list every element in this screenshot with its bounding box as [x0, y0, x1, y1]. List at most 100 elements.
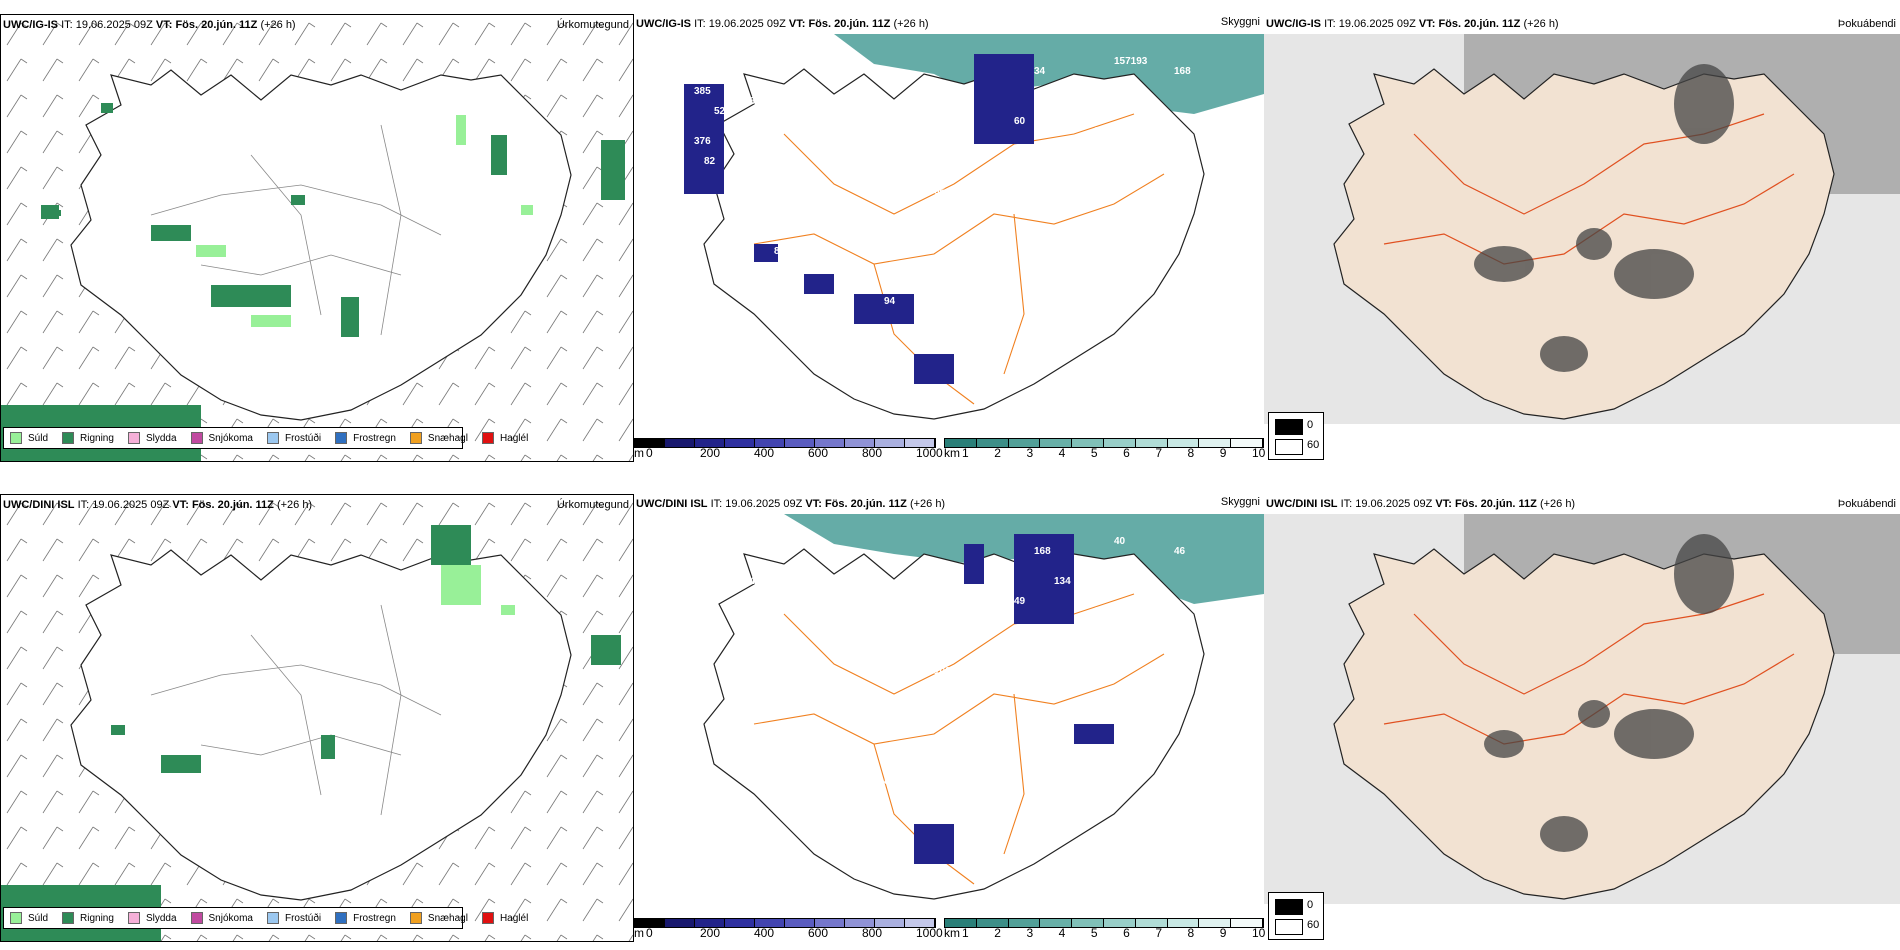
iceland-outline [703, 548, 1205, 900]
visibility-value-label: 168 [1034, 546, 1051, 557]
cloud-type-label-bottom: Þokuábendi [1837, 498, 1896, 510]
colorbar-segment [635, 919, 665, 927]
drizzle-areas [196, 115, 533, 327]
legend-item: Snæhagl [409, 432, 468, 444]
visibility-value-label: 160 [704, 636, 721, 647]
colorbar-tick: 10 [1252, 446, 1266, 460]
legend-item: Frostúði [266, 912, 322, 924]
precip-header-top: UWC/IG-IS IT: 19.06.2025 09Z VT: Fös. 20… [3, 19, 296, 31]
iceland-outline [70, 69, 572, 421]
colorbar-segment [695, 439, 725, 447]
cloud-panel-top: UWC/IG-IS IT: 19.06.2025 09Z VT: Fös. 20… [1264, 14, 1900, 462]
colorbar-segment [755, 439, 785, 447]
colorbar-segment [945, 919, 977, 927]
legend-label: Haglél [499, 432, 529, 444]
colorbar-segment [1008, 439, 1041, 447]
colorbar-segment [695, 919, 725, 927]
colorbar-segment [815, 439, 845, 447]
visibility-value-label: 100 [794, 266, 811, 277]
visibility-value-label: 385 [694, 86, 711, 97]
legend-item: Súld [10, 432, 48, 444]
colorbar-tick: 1000 [916, 926, 943, 940]
cloud-panel-bottom: UWC/DINI ISL IT: 19.06.2025 09Z VT: Fös.… [1264, 494, 1900, 942]
legend-label: Rigning [80, 912, 114, 924]
precip-map-top [1, 15, 633, 461]
colorbar-segment [815, 919, 845, 927]
legend-swatch [10, 912, 22, 924]
colorbar-tick: 800 [862, 446, 883, 460]
visibility-value-label: 89 [884, 776, 896, 787]
visibility-panel-bottom: 115 264 273 548 160 119 168 134 40 46 49 58 64 100 89 5… [634, 494, 1264, 942]
cloud-header-top: UWC/IG-IS IT: 19.06.2025 09Z VT: Fös. 20… [1266, 18, 1559, 30]
colorbar-tick: 8 [1187, 926, 1195, 940]
visibility-value-label: 548 [744, 576, 761, 587]
precip-legend-bottom: Súld Rigning Slydda Snjókoma Frostúði Frostre… [3, 907, 528, 929]
colorbar-tick: 3 [1026, 446, 1034, 460]
colorbar-segment [785, 919, 815, 927]
colorbar-segment [1231, 919, 1263, 927]
colorbar-segment [1103, 439, 1136, 447]
legend-label: Frostregn [353, 912, 396, 924]
colorbar-segment [976, 919, 1009, 927]
legend-item: Snæhagl [409, 912, 468, 924]
drizzle-areas [441, 565, 515, 615]
colorbar-segment [725, 439, 755, 447]
colorbar-tick: 800 [862, 926, 883, 940]
legend-item: Rigning [62, 912, 114, 924]
colorbar-segment [1167, 919, 1200, 927]
cloud-map-bottom [1264, 514, 1900, 904]
colorbar-segment [1135, 919, 1168, 927]
low-vis-land [684, 54, 1034, 384]
visibility-value-label: 79 [754, 146, 766, 157]
colorbar-segment [1040, 439, 1073, 447]
precip-map-bottom [1, 495, 633, 941]
colorbar-tick: 400 [754, 926, 775, 940]
precip-panel-bottom: UWC/DINI ISL IT: 19.06.2025 09Z VT: Fös.… [0, 494, 634, 942]
colorbar-tick: 1 [962, 926, 969, 940]
visibility-value-label: 94 [884, 296, 896, 307]
visibility-value-label: 87 [1094, 126, 1106, 137]
colorbar-tick: 0 [646, 926, 653, 940]
legend-label: Frostúði [284, 912, 322, 924]
cloud-patches [1484, 534, 1734, 852]
visibility-value-label: 376 [694, 136, 711, 147]
colorbar-segment [635, 439, 665, 447]
colorbar-segment [845, 439, 875, 447]
legend-label: Snæhagl [427, 912, 468, 924]
visibility-panel-top: 385 521 376 168 82 79 34 85 157193 168 60 52 87 86 94 5… [634, 14, 1264, 462]
visibility-value-label: 168 [1174, 66, 1191, 77]
colorbar-segment [1040, 919, 1073, 927]
precip-type-label-top: Úrkomutegund [556, 19, 629, 31]
visibility-value-label: 42 [774, 726, 786, 737]
colorbar-segment [755, 919, 785, 927]
visibility-type-label-bottom: Skyggni [1220, 496, 1260, 508]
legend-swatch [62, 432, 75, 444]
visibility-value-label: 264 [714, 586, 731, 597]
colorbar-tick: 2 [994, 446, 1001, 460]
legend-item: Haglél [481, 912, 528, 924]
colorbar-segment [665, 439, 695, 447]
colorbar-tick: 8 [1187, 446, 1195, 460]
colorbar-segment [905, 919, 935, 927]
legend-swatch [190, 912, 203, 924]
visibility-value-label: 157193 [1114, 56, 1148, 67]
visibility-value-label: 89 [774, 246, 786, 257]
visibility-value-label: 82 [704, 156, 716, 167]
colorbar-tick: 6 [1123, 446, 1130, 460]
cloud-type-label-top: Þokuábendi [1837, 18, 1896, 30]
km-unit-top: km [944, 446, 960, 460]
colorbar-segment [1135, 439, 1168, 447]
colorbar-segment [1167, 439, 1200, 447]
precip-header-bottom: UWC/DINI ISL IT: 19.06.2025 09Z VT: Fös.… [3, 499, 313, 511]
legend-swatch [409, 912, 422, 924]
legend-label: Frostregn [353, 432, 396, 444]
visibility-value-label: 273 [694, 616, 711, 627]
height-unit-bottom: m [634, 926, 644, 940]
colorbar-tick: 400 [754, 446, 775, 460]
visibility-value-label: 58 [894, 356, 906, 367]
colorbar-segment [945, 439, 977, 447]
visibility-value-label: 64 [1094, 606, 1106, 617]
visibility-value-label: 168 [744, 96, 761, 107]
visibility-value-label: 119 [754, 626, 771, 637]
low-vis-land [914, 534, 1114, 864]
